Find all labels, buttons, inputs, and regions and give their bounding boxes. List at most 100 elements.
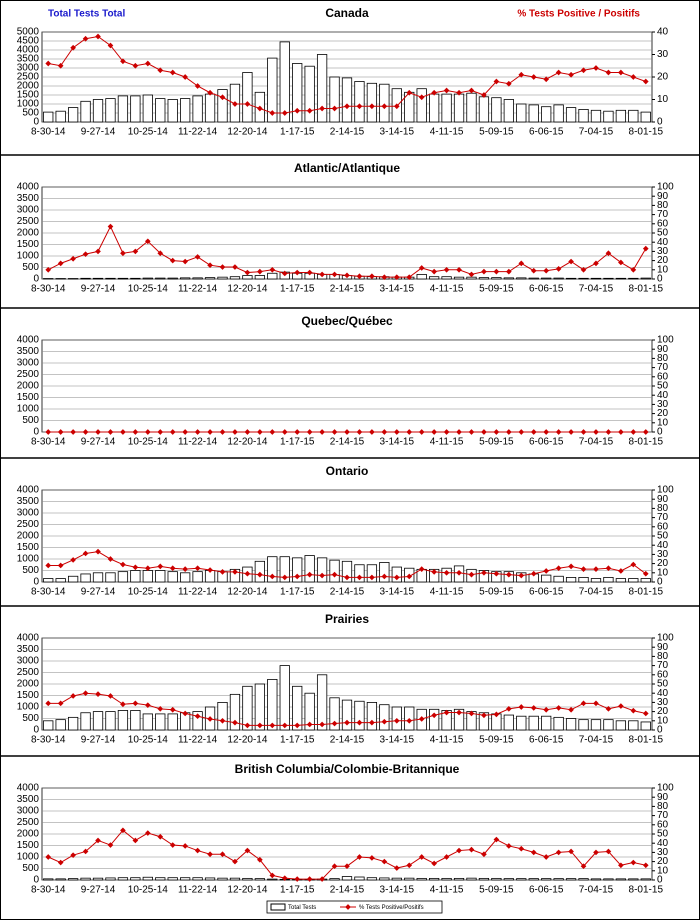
y-tick-label: 3500 — [17, 496, 40, 507]
bar — [541, 574, 552, 583]
line-marker — [568, 429, 574, 435]
line-marker — [207, 851, 213, 858]
bar — [541, 277, 552, 280]
bar — [43, 578, 54, 583]
line-marker — [381, 103, 388, 110]
y-tick-label: 1500 — [17, 239, 40, 250]
x-tick-label: 3-14-15 — [380, 127, 415, 138]
x-tick-label: 12-20-14 — [227, 735, 267, 746]
bar — [441, 276, 452, 280]
legend-label: Total Tests — [288, 905, 316, 911]
line-marker — [182, 258, 188, 265]
x-tick-label: 11-22-14 — [178, 284, 218, 295]
bar — [229, 877, 241, 881]
bar — [130, 877, 141, 881]
bar — [105, 877, 116, 881]
line-marker — [630, 266, 637, 273]
y2-tick-label: 30 — [657, 847, 669, 858]
x-tick-label: 9-27-14 — [81, 587, 116, 598]
y2-tick-label: 20 — [657, 408, 669, 419]
line-marker — [580, 429, 587, 435]
bar — [379, 704, 390, 731]
y2-tick-label: 90 — [657, 642, 669, 653]
bar — [92, 572, 104, 583]
x-tick-label: 1-17-15 — [280, 437, 315, 448]
line-marker — [356, 574, 363, 581]
y2-tick-label: 0 — [657, 875, 663, 886]
line-marker — [381, 573, 388, 580]
bar — [578, 577, 589, 583]
bar — [55, 110, 66, 123]
x-tick-label: 4-11-15 — [430, 885, 464, 896]
bar — [254, 560, 265, 583]
line-marker — [169, 257, 176, 264]
x-tick-label: 4-11-15 — [430, 437, 464, 448]
y2-tick-label: 90 — [657, 191, 669, 202]
line-marker — [45, 562, 52, 569]
line-marker — [443, 709, 450, 716]
line-marker — [120, 561, 126, 568]
line-marker — [642, 862, 649, 869]
bar — [180, 572, 191, 583]
bar — [366, 82, 378, 123]
bar — [55, 578, 66, 583]
bar — [628, 720, 639, 731]
line-marker — [518, 429, 525, 435]
chart-title: Prairies — [325, 612, 369, 626]
y2-tick-label: 40 — [657, 27, 669, 38]
line-marker — [120, 250, 126, 257]
bar — [453, 276, 465, 280]
x-tick-label: 8-01-15 — [629, 437, 664, 448]
y-tick-label: 2500 — [17, 72, 40, 83]
line-marker — [356, 429, 363, 435]
x-tick-label: 9-27-14 — [81, 127, 116, 138]
bar — [628, 578, 639, 583]
bar — [329, 76, 340, 123]
line-marker — [605, 250, 612, 257]
bar — [92, 877, 104, 881]
y2-tick-label: 30 — [657, 549, 669, 560]
bar — [528, 277, 539, 280]
line-marker — [281, 574, 288, 581]
line-marker — [406, 429, 413, 435]
bar — [341, 560, 353, 583]
bar — [43, 720, 54, 731]
line-marker — [219, 264, 226, 270]
line-marker — [493, 570, 500, 577]
bar — [379, 83, 390, 123]
line-marker — [169, 69, 176, 76]
line-marker — [580, 566, 587, 572]
bar — [541, 878, 552, 881]
y2-tick-label: 50 — [657, 829, 669, 840]
y2-tick-label: 10 — [657, 567, 669, 578]
y-tick-label: 4000 — [17, 485, 40, 496]
line-marker — [468, 87, 475, 94]
bar — [316, 557, 328, 583]
y2-tick-label: 40 — [657, 390, 669, 401]
line-marker — [344, 272, 350, 279]
bar — [565, 718, 577, 731]
line-marker — [568, 848, 574, 855]
line-marker — [593, 429, 599, 435]
line-marker — [331, 271, 338, 278]
x-tick-label: 12-20-14 — [227, 127, 267, 138]
line-marker — [45, 700, 52, 707]
line-marker — [157, 250, 164, 257]
line-marker — [232, 858, 238, 865]
line-marker — [618, 259, 624, 266]
line-marker — [518, 845, 525, 852]
line-marker — [306, 876, 313, 882]
line-marker — [294, 722, 301, 729]
line-marker — [269, 110, 276, 116]
x-tick-label: 12-20-14 — [227, 437, 267, 448]
bar — [80, 277, 91, 280]
line-marker — [294, 107, 301, 114]
line-marker — [269, 266, 276, 273]
y-tick-label: 2000 — [17, 381, 40, 392]
line-marker — [481, 851, 487, 858]
bar — [603, 719, 614, 731]
bar — [155, 98, 166, 123]
line-marker — [580, 266, 587, 273]
x-tick-label: 8-30-14 — [31, 735, 66, 746]
line-marker — [431, 860, 437, 867]
